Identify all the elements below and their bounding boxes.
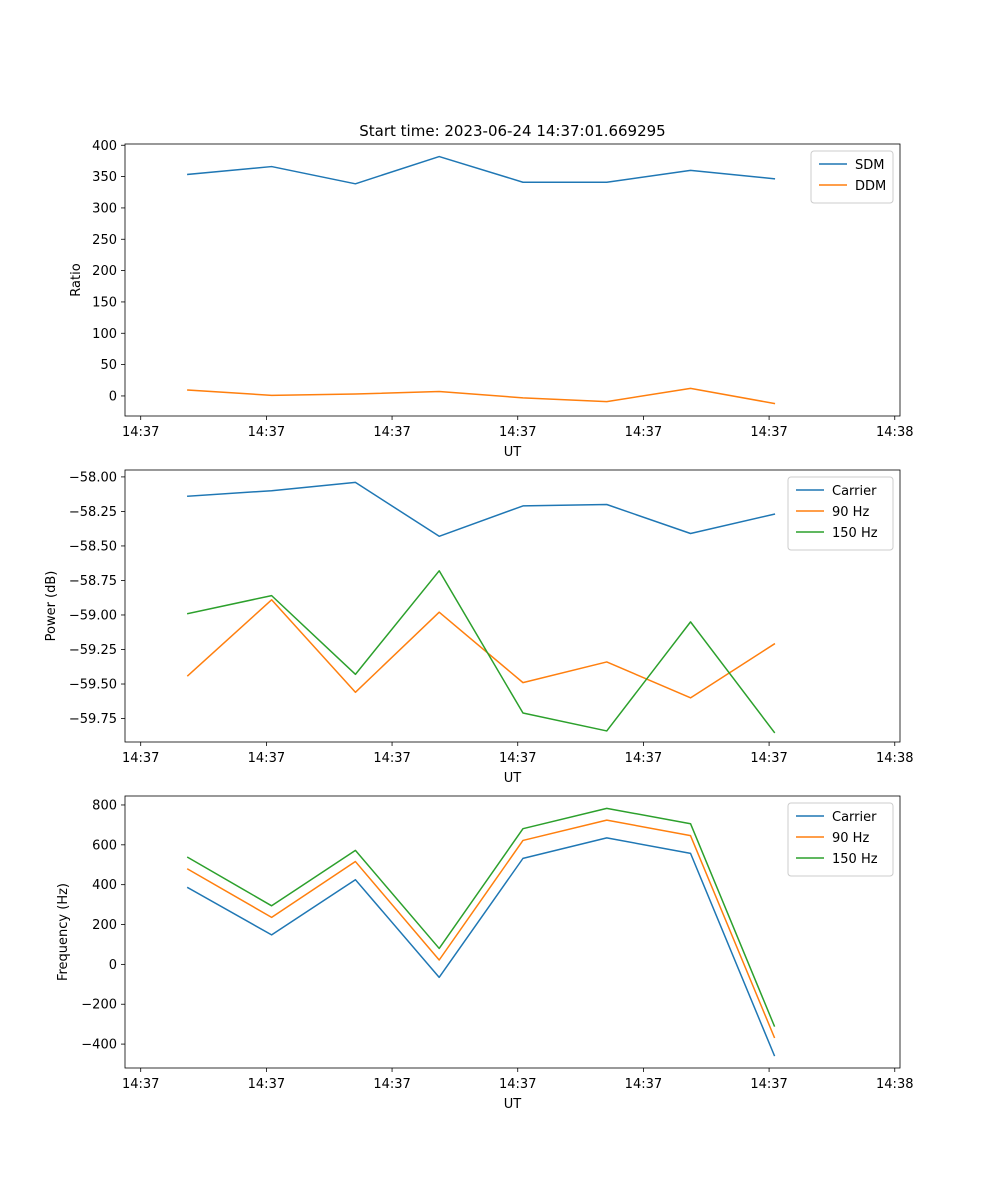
legend: Carrier 90 Hz 150 Hz [787, 476, 894, 551]
x-tick-label: 14:37 [373, 751, 410, 766]
x-tick-label: 14:37 [750, 425, 787, 440]
x-tick-label: 14:37 [750, 1077, 787, 1092]
series-line-150-hz [186, 807, 776, 1027]
y-tick-label: −58.75 [69, 574, 117, 589]
y-tick-label: −59.50 [69, 678, 117, 693]
y-tick-label: 0 [109, 958, 117, 973]
legend-label: 90 Hz [832, 831, 869, 846]
series-line-90-hz [186, 599, 776, 699]
y-tick-label: 50 [100, 358, 117, 373]
x-tick-label: 14:37 [373, 425, 410, 440]
x-tick-label: 14:37 [625, 425, 662, 440]
y-tick-label: −58.50 [69, 539, 117, 554]
x-axis-label: UT [504, 445, 522, 460]
x-tick-label: 14:37 [248, 425, 285, 440]
y-tick-label: −58.00 [69, 470, 117, 485]
x-tick-label: 14:37 [373, 1077, 410, 1092]
y-tick-label: 0 [109, 389, 117, 404]
y-tick-label: 300 [92, 201, 117, 216]
x-tick-label: 14:37 [248, 1077, 285, 1092]
series-line-150-hz [186, 570, 776, 734]
x-tick-label: 14:37 [625, 751, 662, 766]
series-line-90-hz [186, 819, 776, 1039]
x-tick-label: 14:38 [876, 425, 913, 440]
series-line-carrier [187, 481, 776, 538]
y-tick-label: 800 [92, 798, 117, 813]
series-line-sdm [187, 155, 776, 185]
x-tick-label: 14:37 [499, 751, 536, 766]
x-tick-label: 14:38 [876, 1077, 913, 1092]
x-tick-label: 14:37 [122, 1077, 159, 1092]
x-tick-label: 14:37 [499, 1077, 536, 1092]
x-tick-label: 14:37 [122, 751, 159, 766]
y-tick-label: 350 [92, 170, 117, 185]
x-axis-label: UT [504, 1097, 522, 1112]
legend-label: SDM [855, 158, 884, 173]
y-tick-label: −59.00 [69, 608, 117, 623]
y-tick-label: 100 [92, 327, 117, 342]
y-axis-label: Power (dB) [44, 571, 59, 642]
axes-frame [124, 143, 901, 417]
subplot-1: 14:37 14:37 14:37 14:37 14:37 14:37 14:38 0 50 10… [69, 139, 913, 460]
y-tick-label: −59.75 [69, 712, 117, 727]
subplot-3: 14:37 14:37 14:37 14:37 14:37 14:37 14:38 −400 −… [56, 795, 913, 1112]
y-tick-label: 150 [92, 295, 117, 310]
x-tick-label: 14:37 [750, 751, 787, 766]
x-tick-label: 14:38 [876, 751, 913, 766]
y-tick-label: −200 [81, 998, 117, 1013]
chart-title: Start time: 2023-06-24 14:37:01.669295 [359, 122, 665, 140]
x-tick-label: 14:37 [499, 425, 536, 440]
x-axis-label: UT [504, 771, 522, 786]
subplot-2: 14:37 14:37 14:37 14:37 14:37 14:37 14:38 −59.7… [44, 469, 913, 786]
legend-label: Carrier [832, 810, 877, 825]
y-tick-label: −59.25 [69, 643, 117, 658]
y-tick-label: 200 [92, 264, 117, 279]
x-tick-label: 14:37 [122, 425, 159, 440]
legend-label: DDM [855, 179, 886, 194]
axes-frame [124, 795, 901, 1069]
x-tick-label: 14:37 [248, 751, 285, 766]
y-tick-label: −400 [81, 1038, 117, 1053]
series-line-ddm [187, 387, 776, 405]
y-tick-label: 400 [92, 139, 117, 154]
y-tick-label: 200 [92, 918, 117, 933]
legend: Carrier 90 Hz 150 Hz [787, 802, 894, 877]
legend-label: Carrier [832, 484, 877, 499]
y-axis-label: Frequency (Hz) [56, 883, 71, 981]
legend-label: 150 Hz [832, 526, 878, 541]
y-tick-label: 250 [92, 233, 117, 248]
y-tick-label: 400 [92, 878, 117, 893]
axes-frame [124, 469, 901, 743]
x-tick-label: 14:37 [625, 1077, 662, 1092]
legend-label: 90 Hz [832, 505, 869, 520]
y-axis-label: Ratio [69, 263, 84, 296]
y-tick-label: 600 [92, 838, 117, 853]
legend: SDM DDM [810, 150, 894, 204]
legend-label: 150 Hz [832, 852, 878, 867]
series-line-carrier [186, 837, 776, 1057]
y-tick-label: −58.25 [69, 505, 117, 520]
